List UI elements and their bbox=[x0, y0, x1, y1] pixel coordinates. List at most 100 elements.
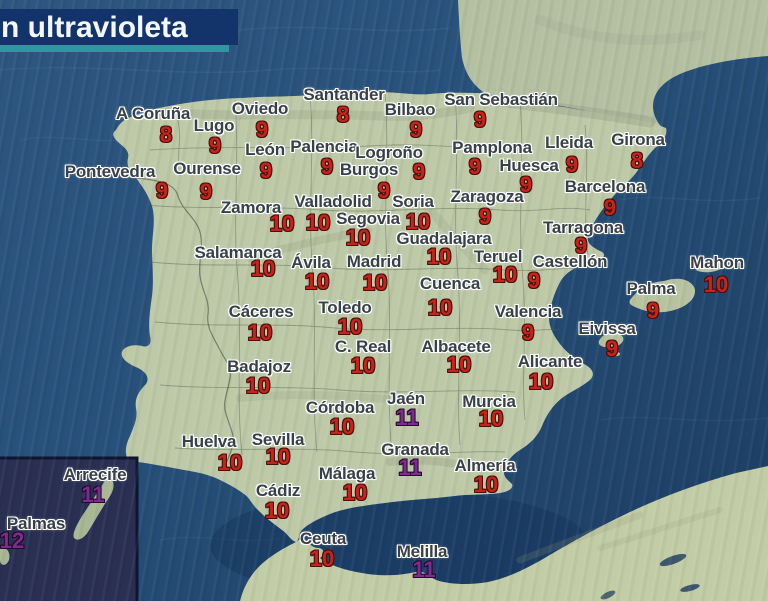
title-banner: n ultravioleta bbox=[0, 9, 238, 45]
uv-value-logrono: 9 bbox=[412, 159, 426, 184]
uv-value-barcelona: 9 bbox=[603, 195, 617, 220]
uv-value-palma: 9 bbox=[646, 298, 660, 323]
mallorca-island bbox=[629, 278, 696, 313]
city-label-caceres: Cáceres bbox=[228, 302, 294, 321]
city-label-cordoba: Córdoba bbox=[305, 398, 375, 417]
city-label-castellon: Castellón bbox=[532, 252, 608, 271]
city-label-pamplona: Pamplona bbox=[452, 138, 532, 157]
city-label-logrono: Logroño bbox=[355, 143, 423, 162]
city-label-granada: Granada bbox=[381, 440, 449, 459]
ibiza-island bbox=[598, 332, 624, 348]
uv-value-sevilla: 10 bbox=[265, 444, 291, 469]
uv-value-madrid: 10 bbox=[362, 270, 388, 295]
city-label-valencia: Valencia bbox=[494, 302, 562, 321]
uv-value-girona: 8 bbox=[630, 148, 644, 173]
city-label-melilla: Melilla bbox=[396, 542, 448, 561]
city-label-huelva: Huelva bbox=[181, 432, 237, 451]
menorca-island bbox=[695, 259, 725, 273]
canary-inset-box bbox=[0, 456, 139, 601]
uv-value-soria: 10 bbox=[405, 209, 431, 234]
city-label-murcia: Murcia bbox=[462, 392, 516, 411]
city-label-pontevedra: Pontevedra bbox=[64, 162, 156, 181]
city-label-cuenca: Cuenca bbox=[419, 274, 481, 293]
city-label-zamora: Zamora bbox=[220, 198, 282, 217]
city-label-bilbao: Bilbao bbox=[384, 100, 436, 119]
city-label-zaragoza: Zaragoza bbox=[450, 187, 524, 206]
city-label-a-coruna: A Coruña bbox=[115, 104, 191, 123]
uv-value-segovia: 10 bbox=[345, 225, 371, 250]
uv-value-huelva: 10 bbox=[217, 450, 243, 475]
graciosa-islet bbox=[102, 468, 112, 476]
uv-value-huesca: 9 bbox=[519, 172, 533, 197]
portugal-spain-border bbox=[134, 177, 234, 469]
city-label-huesca: Huesca bbox=[499, 156, 559, 175]
city-label-burgos: Burgos bbox=[339, 160, 399, 179]
city-label-oviedo: Oviedo bbox=[231, 99, 289, 118]
uv-value-pamplona: 9 bbox=[468, 154, 482, 179]
city-label-guadalajara: Guadalajara bbox=[396, 229, 492, 248]
uv-value-valencia: 9 bbox=[521, 320, 535, 345]
uv-value-palmas: 12 bbox=[0, 528, 25, 553]
uv-value-salamanca: 10 bbox=[250, 256, 276, 281]
uv-value-valladolid: 10 bbox=[305, 210, 331, 235]
uv-value-jaen: 11 bbox=[395, 405, 419, 430]
city-label-badajoz: Badajoz bbox=[227, 357, 291, 376]
city-label-malaga: Málaga bbox=[318, 464, 376, 483]
city-label-soria: Soria bbox=[392, 192, 434, 211]
uv-value-caceres: 10 bbox=[247, 320, 273, 345]
city-label-almeria: Almería bbox=[454, 456, 516, 475]
city-label-barcelona: Barcelona bbox=[564, 177, 646, 196]
lanzarote-island bbox=[73, 478, 114, 540]
uv-value-teruel: 10 bbox=[492, 262, 518, 287]
uv-value-lleida: 9 bbox=[565, 152, 579, 177]
uv-value-melilla: 11 bbox=[412, 557, 436, 582]
title-underline bbox=[0, 45, 229, 52]
city-label-salamanca: Salamanca bbox=[194, 243, 282, 262]
city-label-lugo: Lugo bbox=[193, 116, 235, 135]
gran-canaria-island-edge bbox=[0, 547, 10, 565]
city-label-cadiz: Cádiz bbox=[255, 481, 301, 500]
city-label-arrecife: Arrecife bbox=[63, 465, 127, 484]
uv-value-alicante: 10 bbox=[528, 369, 554, 394]
uv-value-zamora: 10 bbox=[269, 211, 295, 236]
uv-value-ourense: 9 bbox=[199, 179, 213, 204]
city-label-eivissa: Eivissa bbox=[578, 319, 636, 338]
france-landmass bbox=[458, 0, 768, 129]
uv-value-cordoba: 10 bbox=[329, 414, 355, 439]
city-label-palencia: Palencia bbox=[290, 137, 358, 156]
uv-value-pontevedra: 9 bbox=[155, 178, 169, 203]
uv-value-tarragona: 9 bbox=[574, 233, 588, 258]
uv-value-cuenca: 10 bbox=[427, 295, 453, 320]
uv-value-c-real: 10 bbox=[350, 353, 376, 378]
uv-value-almeria: 10 bbox=[473, 472, 499, 497]
uv-value-guadalajara: 10 bbox=[426, 244, 452, 269]
uv-value-ceuta: 10 bbox=[309, 546, 335, 571]
city-label-tarragona: Tarragona bbox=[542, 218, 624, 237]
city-label-albacete: Albacete bbox=[421, 337, 491, 356]
city-label-avila: Ávila bbox=[291, 253, 331, 272]
uv-value-toledo: 10 bbox=[337, 314, 363, 339]
uv-value-cadiz: 10 bbox=[264, 498, 290, 523]
city-label-palmas: Palmas bbox=[6, 514, 66, 533]
uv-value-avila: 10 bbox=[304, 269, 330, 294]
uv-value-arrecife: 11 bbox=[81, 482, 105, 507]
city-label-ceuta: Ceuta bbox=[299, 529, 347, 548]
page-title: n ultravioleta bbox=[1, 11, 188, 44]
uv-value-a-coruna: 8 bbox=[159, 122, 173, 147]
city-label-sevilla: Sevilla bbox=[251, 430, 305, 449]
province-borders bbox=[144, 91, 591, 456]
city-label-mahon: Mahon bbox=[690, 253, 744, 272]
city-label-teruel: Teruel bbox=[473, 247, 523, 266]
city-label-san-sebastian: San Sebastián bbox=[444, 90, 558, 109]
uv-value-oviedo: 9 bbox=[255, 117, 269, 142]
uv-value-mahon: 10 bbox=[703, 272, 729, 297]
city-label-c-real: C. Real bbox=[334, 337, 392, 356]
city-label-jaen: Jaén bbox=[387, 389, 425, 408]
uv-value-zaragoza: 9 bbox=[478, 204, 492, 229]
city-label-valladolid: Valladolid bbox=[294, 192, 372, 211]
city-label-ourense: Ourense bbox=[173, 159, 241, 178]
uv-value-burgos: 9 bbox=[377, 178, 391, 203]
